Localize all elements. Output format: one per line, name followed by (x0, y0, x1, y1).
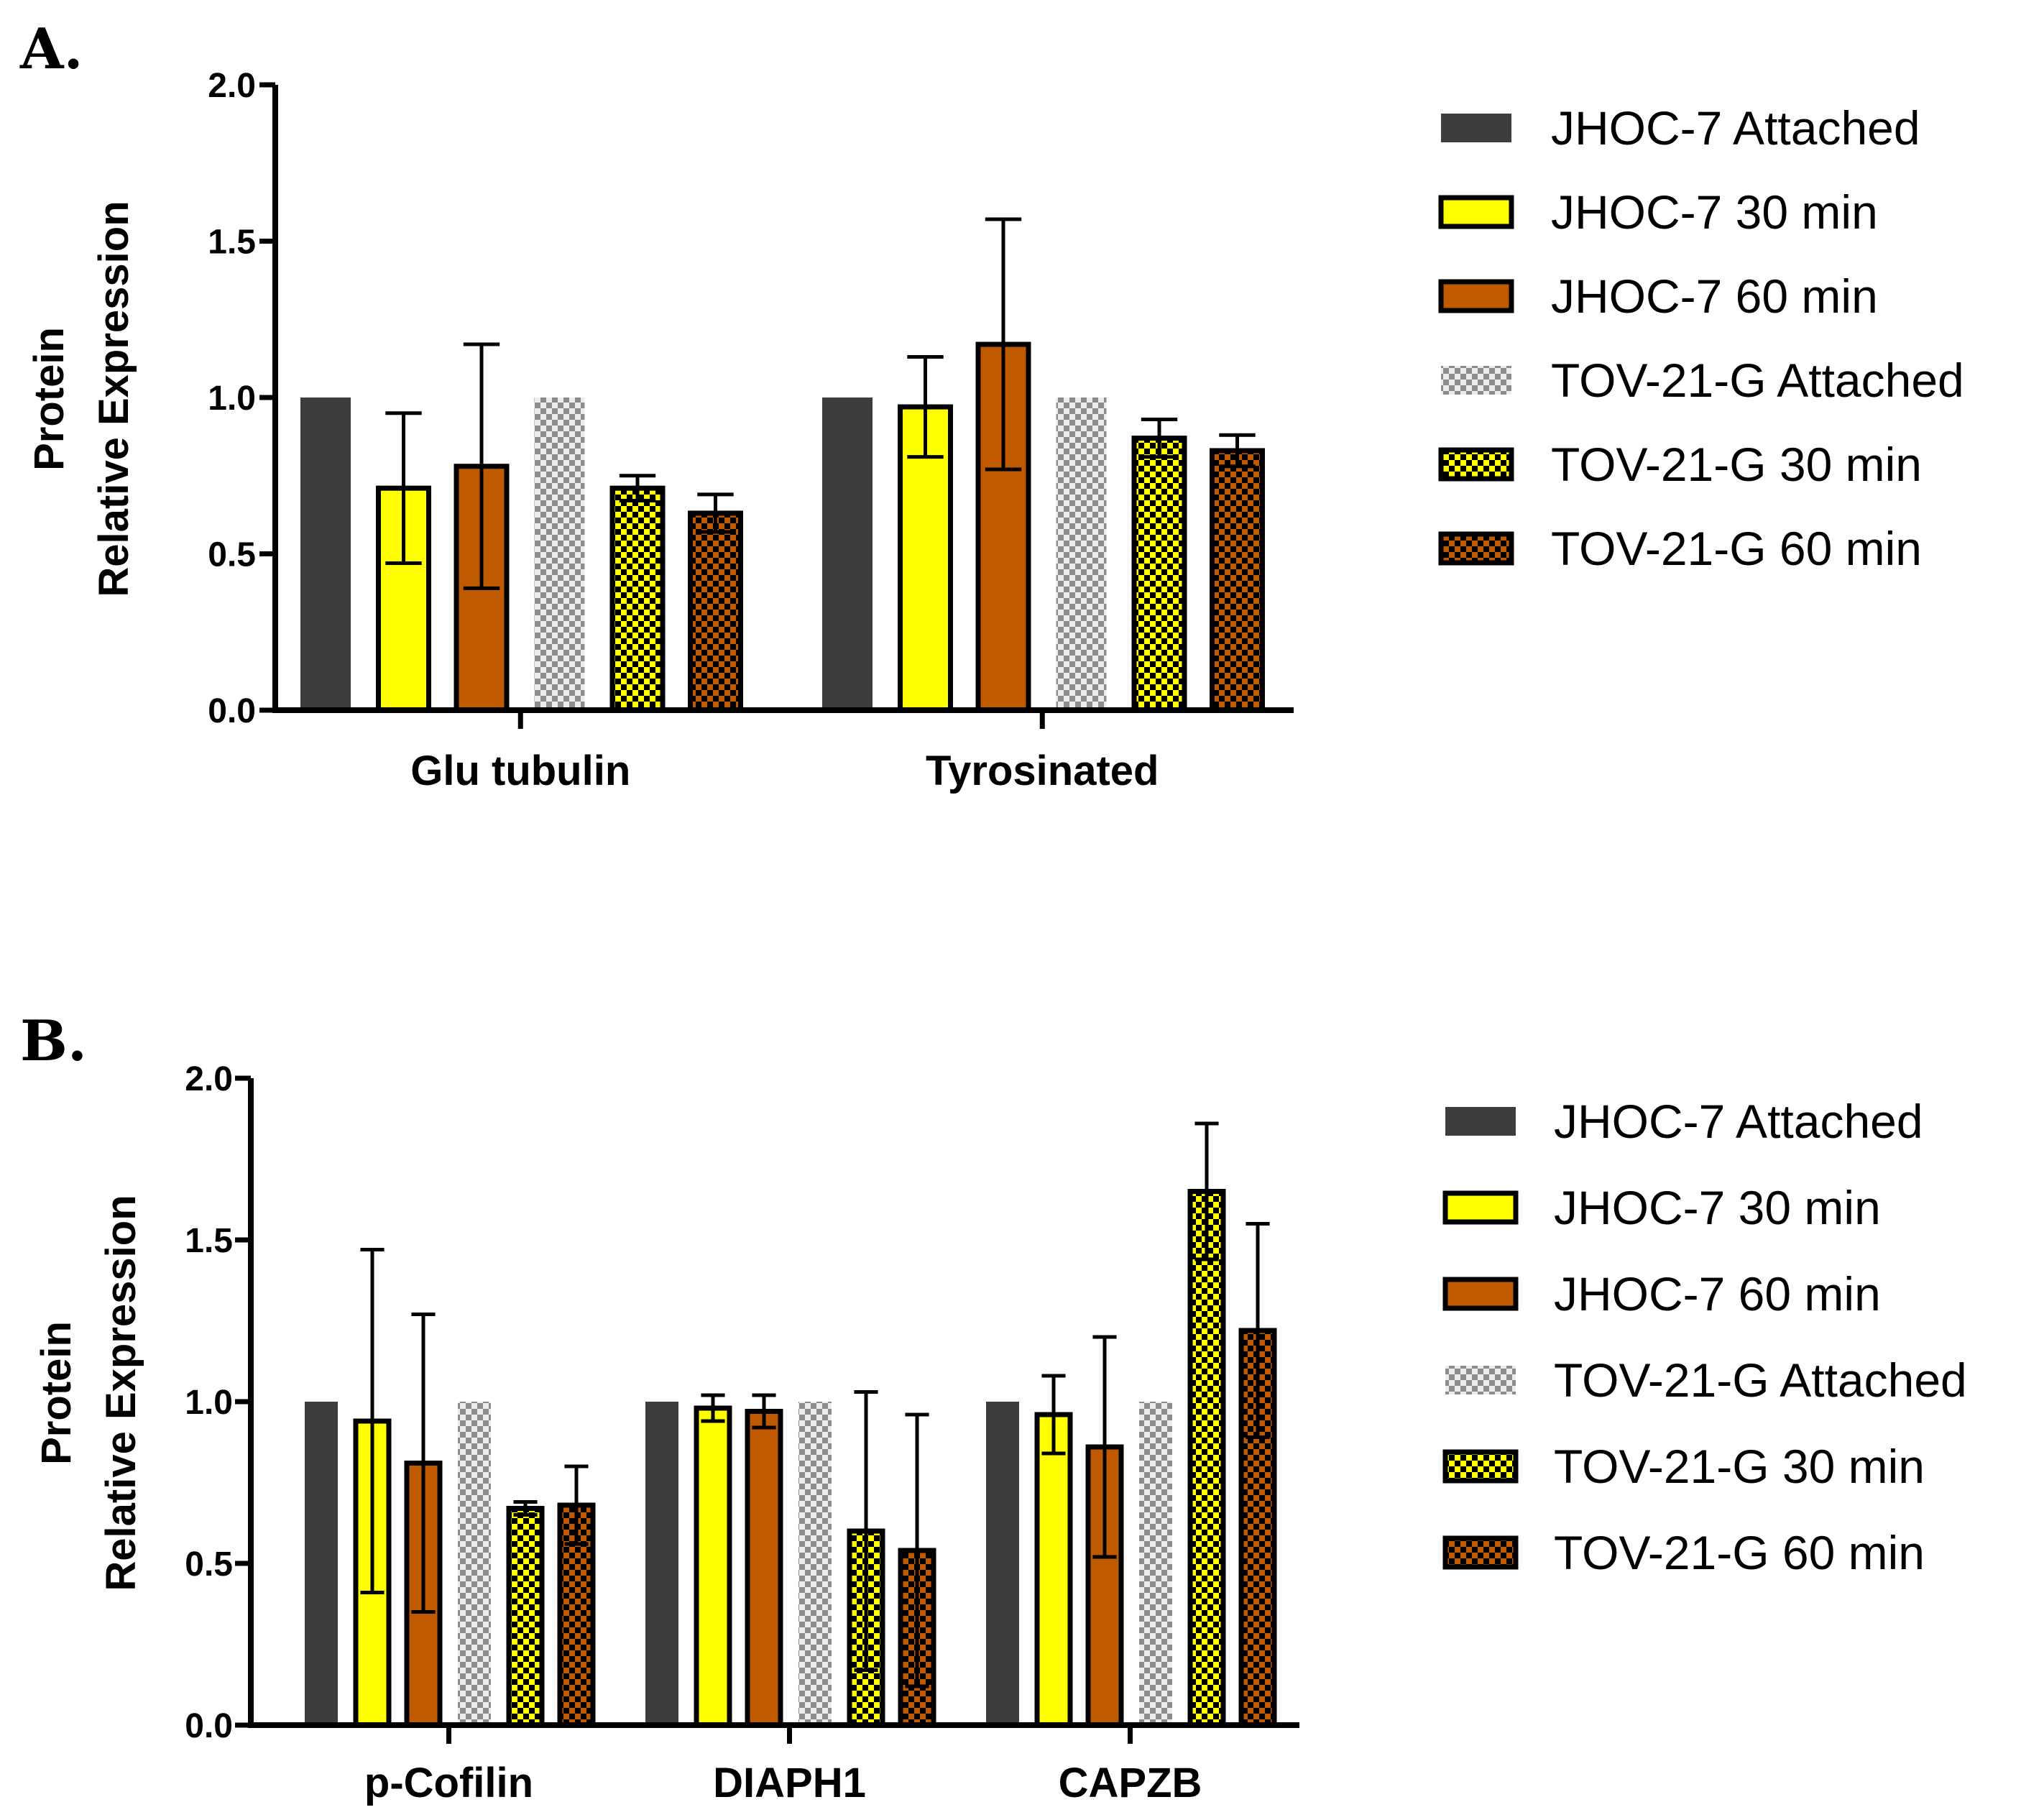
panel-label: B. (20, 1008, 87, 1074)
chart-panel-b: B. Protein Relative Expression 0.0 0.5 1.0… (20, 1008, 1967, 1806)
plot-area: 0.0 0.5 1.0 1.5 2.0 Glu tubulin Tyrosinated (208, 67, 1294, 794)
legend-label: JHOC-7 Attached (1554, 1095, 1923, 1148)
y-tick-label: 2.0 (185, 1060, 233, 1098)
legend-label: JHOC-7 30 min (1551, 185, 1878, 239)
x-category-label: CAPZB (1059, 1760, 1202, 1806)
legend-swatch (1438, 279, 1514, 313)
bar (300, 397, 351, 710)
legend-swatch (1441, 114, 1511, 142)
legend-item: JHOC-7 Attached (1445, 1095, 1923, 1148)
y-tick-label: 0.0 (185, 1707, 233, 1745)
bar (458, 1402, 491, 1725)
y-tick-label: 1.5 (208, 224, 256, 262)
x-category-label: Tyrosinated (926, 748, 1159, 794)
y-axis-title: Protein Relative Expression (26, 201, 137, 597)
legend-label: JHOC-7 60 min (1551, 270, 1878, 323)
y-tick-label: 0.0 (208, 692, 256, 730)
legend-label: TOV-21-G Attached (1554, 1353, 1967, 1407)
legend-item: JHOC-7 Attached (1441, 101, 1920, 155)
legend-label: TOV-21-G 60 min (1554, 1526, 1925, 1579)
legend-swatch (1438, 531, 1514, 566)
legend-swatch (1441, 366, 1511, 395)
legend-label: TOV-21-G Attached (1551, 354, 1964, 407)
legend-item: JHOC-7 30 min (1442, 1181, 1881, 1234)
panel-label: A. (19, 17, 83, 82)
legend-label: JHOC-7 Attached (1551, 101, 1920, 155)
y-tick-label: 0.5 (208, 536, 256, 574)
x-category-label: DIAPH1 (713, 1760, 866, 1806)
y-axis-title-line2: Relative Expression (91, 201, 137, 597)
bar (1139, 1402, 1172, 1725)
legend-swatch (1442, 1190, 1519, 1225)
legend-swatch (1445, 1366, 1516, 1394)
y-axis-title-line1: Protein (26, 327, 73, 471)
legend-swatch (1445, 1107, 1516, 1136)
bar (688, 510, 743, 713)
y-axis-title-line2: Relative Expression (98, 1195, 144, 1591)
bar (1187, 1189, 1226, 1728)
chart-panel-a: A. Protein Relative Expression 0.0 0.5 1.0… (19, 17, 1964, 794)
y-tick-label: 2.0 (208, 67, 256, 105)
bar (506, 1506, 545, 1728)
bar (1034, 1412, 1073, 1728)
y-tick-label: 0.5 (185, 1545, 233, 1584)
bar (1131, 436, 1187, 713)
bar (305, 1402, 338, 1725)
legend-label: JHOC-7 60 min (1554, 1267, 1881, 1320)
legend-item: TOV-21-G 60 min (1442, 1526, 1925, 1579)
bar (1210, 448, 1265, 713)
y-tick-label: 1.5 (185, 1222, 233, 1260)
legend-swatch (1442, 1535, 1519, 1570)
y-tick-label: 1.0 (208, 380, 256, 418)
bar (822, 397, 873, 710)
x-category-label: Glu tubulin (410, 748, 630, 794)
legend-swatch (1438, 195, 1514, 229)
legend: JHOC-7 Attached JHOC-7 30 min JHOC-7 60 mi… (1438, 101, 1964, 575)
y-axis-title: Protein Relative Expression (33, 1195, 144, 1591)
bar (798, 1402, 832, 1725)
y-axis-title-line1: Protein (33, 1321, 80, 1465)
x-category-label: p-Cofilin (364, 1760, 533, 1806)
legend-item: JHOC-7 60 min (1442, 1267, 1881, 1320)
bar (645, 1402, 678, 1725)
plot-area: 0.0 0.5 1.0 1.5 2.0 p-Cofilin DIAPH1 CAPZB (185, 1060, 1299, 1806)
legend-swatch (1438, 447, 1514, 482)
legend-label: TOV-21-G 60 min (1551, 522, 1922, 575)
bar (986, 1402, 1019, 1725)
y-tick-label: 1.0 (185, 1384, 233, 1422)
legend-label: TOV-21-G 30 min (1551, 438, 1922, 491)
legend-label: TOV-21-G 30 min (1554, 1440, 1925, 1493)
legend-swatch (1442, 1449, 1519, 1484)
bar (694, 1405, 732, 1728)
legend-item: TOV-21-G 30 min (1442, 1440, 1925, 1493)
legend-item: TOV-21-G Attached (1445, 1353, 1967, 1407)
bar (745, 1409, 783, 1728)
bar (609, 485, 666, 713)
legend-label: JHOC-7 30 min (1554, 1181, 1881, 1234)
legend: JHOC-7 Attached JHOC-7 30 min JHOC-7 60 mi… (1442, 1095, 1967, 1579)
legend-swatch (1442, 1277, 1519, 1311)
legend-item: JHOC-7 30 min (1438, 185, 1878, 239)
bar (1056, 397, 1107, 710)
legend-item: TOV-21-G 30 min (1438, 438, 1922, 491)
legend-item: TOV-21-G Attached (1441, 354, 1964, 407)
bar (534, 397, 585, 710)
legend-item: JHOC-7 60 min (1438, 270, 1878, 323)
legend-item: TOV-21-G 60 min (1438, 522, 1922, 575)
